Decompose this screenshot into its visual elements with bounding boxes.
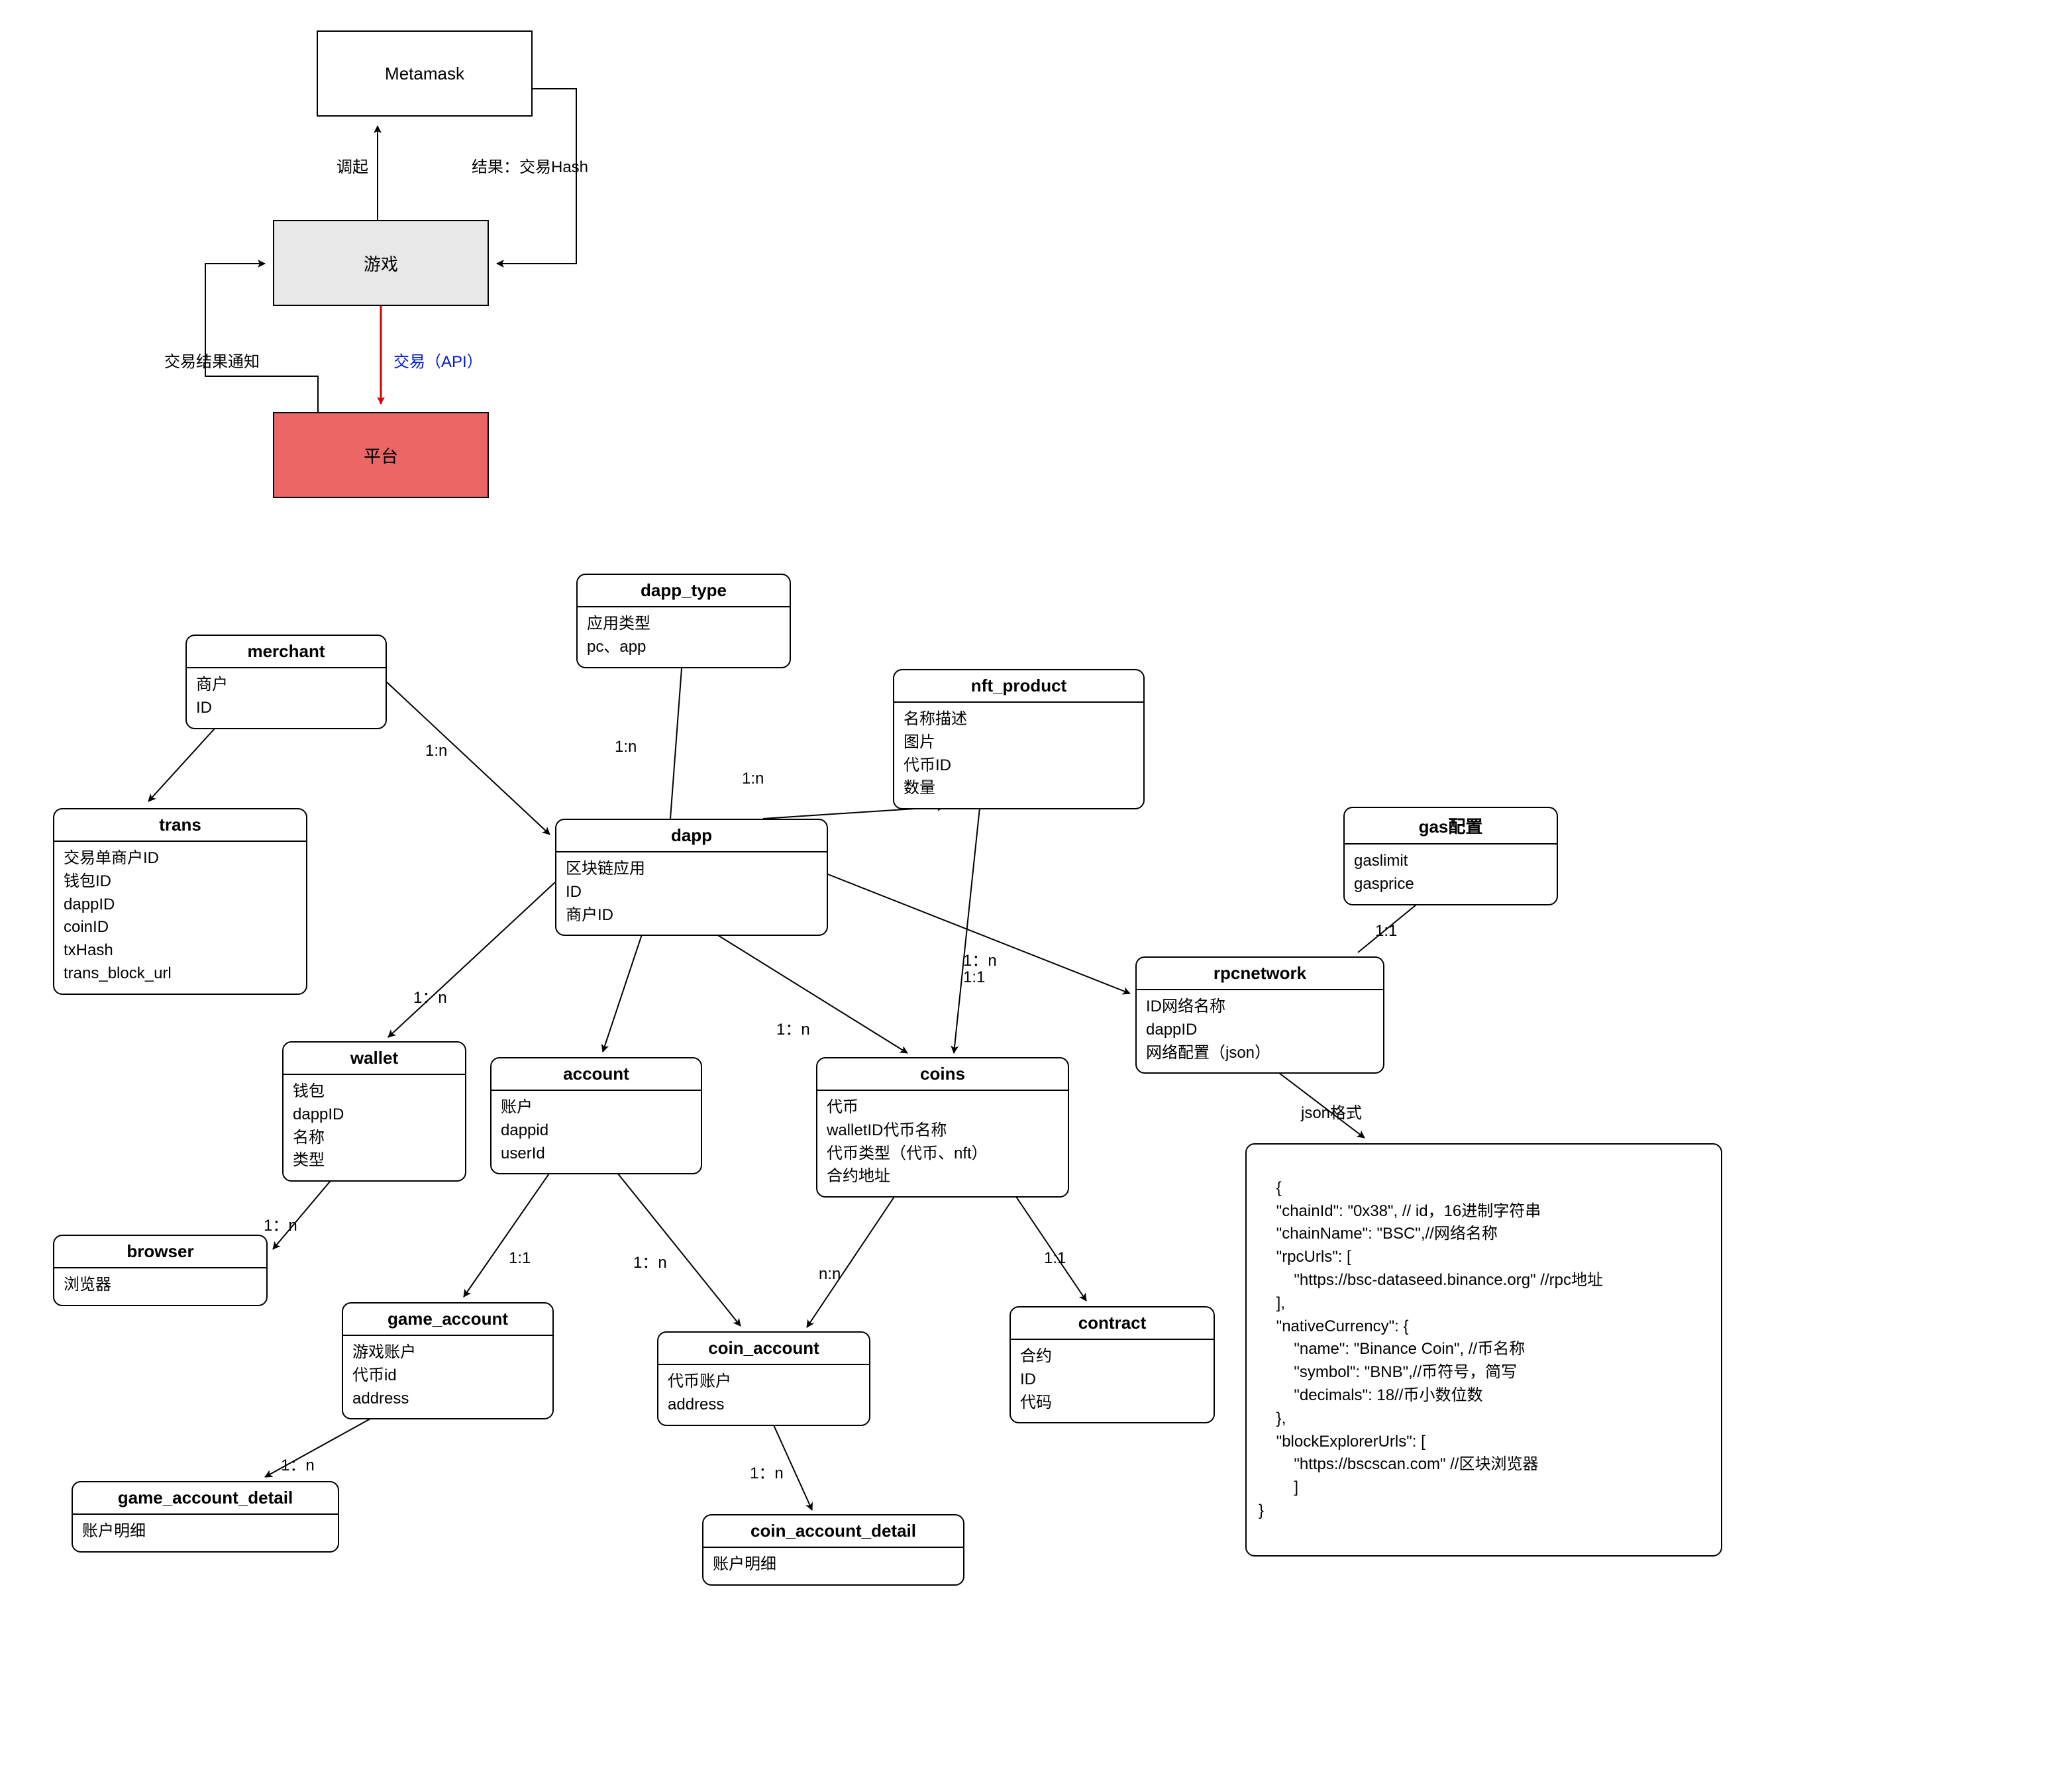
entity-account-body: 账户 dappid userId — [492, 1091, 701, 1173]
entity-nft_product: nft_product名称描述 图片 代币ID 数量 — [893, 669, 1145, 809]
entity-nft_product-body: 名称描述 图片 代币ID 数量 — [894, 703, 1143, 808]
entity-browser-title: browser — [54, 1236, 266, 1268]
entity-contract-title: contract — [1011, 1307, 1214, 1340]
edge-label-call: 调起 — [337, 154, 368, 177]
edge-merchant-dapp — [387, 682, 550, 835]
entity-trans-body: 交易单商户ID 钱包ID dappID coinID txHash trans_… — [54, 842, 306, 994]
box-platform: 平台 — [273, 412, 489, 498]
json-config-text: { "chainId": "0x38", // id，16进制字符串 "chai… — [1259, 1179, 1603, 1519]
edge-dapp-dapptype — [670, 660, 682, 819]
entity-wallet-body: 钱包 dappID 名称 类型 — [284, 1075, 465, 1180]
entity-game_account_detail: game_account_detail账户明细 — [72, 1481, 339, 1553]
platform-label: 平台 — [364, 443, 398, 468]
rel-label-coins_contract: 1:1 — [1044, 1249, 1066, 1268]
entity-contract: contract合约 ID 代码 — [1010, 1306, 1215, 1423]
entity-merchant-body: 商户 ID — [187, 668, 386, 728]
entity-account-title: account — [492, 1058, 701, 1091]
entity-dapp: dapp区块链应用 ID 商户ID — [555, 819, 828, 936]
entity-wallet-title: wallet — [284, 1043, 465, 1075]
edge-coins-coinacct — [807, 1187, 901, 1327]
json-config-box: { "chainId": "0x38", // id，16进制字符串 "chai… — [1245, 1143, 1722, 1557]
edge-account-coin — [609, 1163, 741, 1326]
entity-dapp_type-body: 应用类型 pc、app — [578, 607, 790, 667]
entity-merchant: merchant商户 ID — [185, 635, 387, 729]
rel-label-coin_account_rel: n:n — [819, 1265, 841, 1284]
entity-game_account_detail-body: 账户明细 — [73, 1515, 338, 1551]
entity-dapp_type-title: dapp_type — [578, 575, 790, 607]
entity-contract-body: 合约 ID 代码 — [1011, 1340, 1214, 1422]
entity-browser: browser浏览器 — [53, 1235, 268, 1306]
diagram-canvas: Metamask 游戏 平台 调起 结果：交易Hash 交易结果通知 交易（AP… — [0, 0, 2072, 1791]
entity-gas: gas配置gaslimit gasprice — [1343, 807, 1558, 905]
entity-game_account-title: game_account — [343, 1304, 552, 1336]
rel-label-dapp_coins_r: 1:1 — [963, 968, 985, 987]
entity-coin_account-title: coin_account — [658, 1333, 869, 1365]
entity-rpcnetwork-body: ID网络名称 dappID 网络配置（json） — [1137, 990, 1383, 1072]
entity-coin_account_detail: coin_account_detail账户明细 — [702, 1514, 964, 1586]
rel-label-merchant_dapp: 1:n — [425, 742, 447, 760]
entity-game_account: game_account游戏账户 代币id address — [342, 1302, 554, 1419]
entity-coins: coins代币 walletID代币名称 代币类型（代币、nft） 合约地址 — [816, 1057, 1069, 1198]
rel-label-rpc_gas: 1:1 — [1375, 922, 1397, 941]
edge-coins-contract — [1010, 1187, 1086, 1301]
entity-wallet: wallet钱包 dappID 名称 类型 — [282, 1041, 466, 1182]
entity-account: account账户 dappid userId — [490, 1057, 702, 1174]
rel-label-dapp_nft: 1:n — [742, 770, 764, 788]
metamask-label: Metamask — [385, 64, 464, 84]
rel-label-account_game: 1:1 — [509, 1249, 531, 1268]
rel-label-coin_detail: 1：n — [750, 1460, 784, 1483]
entity-gas-title: gas配置 — [1345, 808, 1557, 844]
entity-merchant-title: merchant — [187, 636, 386, 668]
entity-coin_account_detail-title: coin_account_detail — [703, 1515, 963, 1548]
edge-account-game — [464, 1163, 556, 1297]
entity-coins-title: coins — [817, 1058, 1068, 1091]
entity-rpcnetwork-title: rpcnetwork — [1137, 958, 1383, 990]
entity-dapp-body: 区块链应用 ID 商户ID — [556, 852, 827, 935]
entity-coins-body: 代币 walletID代币名称 代币类型（代币、nft） 合约地址 — [817, 1091, 1068, 1196]
rel-label-dapp_coins_l: 1：n — [963, 947, 997, 970]
entity-nft_product-title: nft_product — [894, 670, 1143, 703]
edge-nft-coins — [954, 801, 980, 1053]
entity-dapp_type: dapp_type应用类型 pc、app — [576, 574, 791, 668]
rel-label-json_fmt: json格式 — [1301, 1100, 1362, 1123]
box-metamask: Metamask — [317, 30, 533, 117]
entity-coin_account: coin_account代币账户 address — [657, 1331, 870, 1426]
edge-label-result: 结果：交易Hash — [472, 154, 588, 177]
edge-dapp-wallet — [388, 882, 555, 1037]
rel-label-wallet_browser: 1：n — [264, 1212, 297, 1235]
rel-label-game_detail: 1：n — [281, 1452, 315, 1475]
rel-label-dapp_wallet: 1：n — [413, 984, 447, 1007]
entity-trans: trans交易单商户ID 钱包ID dappID coinID txHash t… — [53, 808, 307, 995]
game-label: 游戏 — [364, 251, 398, 276]
edge-wallet-browser — [273, 1174, 337, 1249]
entity-rpcnetwork: rpcnetworkID网络名称 dappID 网络配置（json） — [1135, 956, 1384, 1074]
entity-coin_account_detail-body: 账户明细 — [703, 1548, 963, 1584]
entity-trans-title: trans — [54, 809, 306, 842]
edge-dapp-account — [603, 925, 645, 1052]
rel-label-dapp_rpc: 1：n — [776, 1016, 810, 1039]
edge-label-api: 交易（API） — [393, 348, 483, 372]
entity-game_account_detail-title: game_account_detail — [73, 1482, 338, 1515]
entity-browser-body: 浏览器 — [54, 1268, 266, 1305]
entity-dapp-title: dapp — [556, 820, 827, 852]
box-game: 游戏 — [273, 220, 489, 306]
entity-coin_account-body: 代币账户 address — [658, 1365, 869, 1425]
edge-label-notify: 交易结果通知 — [164, 348, 260, 372]
rel-label-dapp_dapptype: 1:n — [615, 738, 637, 756]
entity-gas-body: gaslimit gasprice — [1345, 844, 1557, 904]
entity-game_account-body: 游戏账户 代币id address — [343, 1336, 552, 1418]
rel-label-account_coin: 1：n — [633, 1249, 667, 1272]
